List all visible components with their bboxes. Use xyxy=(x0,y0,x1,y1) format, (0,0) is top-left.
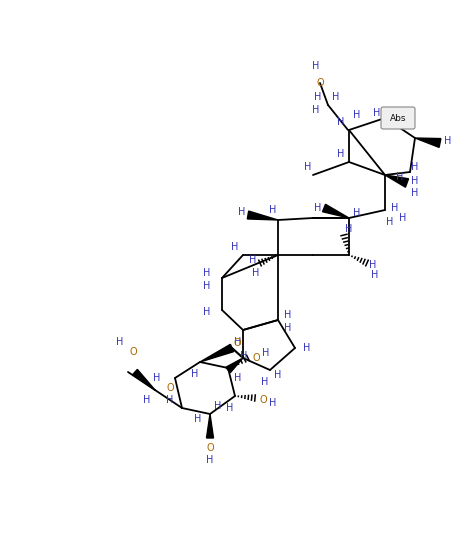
Text: H: H xyxy=(312,61,320,71)
Text: H: H xyxy=(269,205,277,215)
Text: H: H xyxy=(203,281,211,291)
Text: H: H xyxy=(238,207,246,217)
Text: H: H xyxy=(284,310,292,320)
Text: H: H xyxy=(345,224,353,234)
Text: H: H xyxy=(337,117,345,127)
Text: H: H xyxy=(234,337,242,347)
Polygon shape xyxy=(247,211,278,220)
Text: H: H xyxy=(353,110,361,120)
Polygon shape xyxy=(200,345,234,362)
Text: H: H xyxy=(143,395,151,405)
Polygon shape xyxy=(322,204,349,218)
Text: O: O xyxy=(233,338,241,348)
Polygon shape xyxy=(226,358,243,373)
Text: Abs: Abs xyxy=(390,113,406,123)
Text: H: H xyxy=(411,162,419,172)
Text: H: H xyxy=(371,270,379,280)
Text: O: O xyxy=(206,443,214,453)
Text: H: H xyxy=(226,403,234,413)
Polygon shape xyxy=(207,414,213,438)
Text: O: O xyxy=(259,395,267,405)
Text: H: H xyxy=(353,208,361,218)
Text: H: H xyxy=(304,162,312,172)
Text: H: H xyxy=(191,369,199,379)
Text: H: H xyxy=(314,92,322,102)
Text: H: H xyxy=(411,188,419,198)
Text: H: H xyxy=(391,203,399,213)
Text: H: H xyxy=(314,203,322,213)
Polygon shape xyxy=(385,175,408,187)
Text: H: H xyxy=(373,108,381,118)
Text: H: H xyxy=(252,268,260,278)
Text: O: O xyxy=(252,353,260,363)
Text: H: H xyxy=(261,377,269,387)
Text: H: H xyxy=(269,398,277,408)
Text: H: H xyxy=(337,149,345,159)
Text: H: H xyxy=(195,414,202,424)
Text: H: H xyxy=(207,455,214,465)
Text: H: H xyxy=(386,217,394,227)
Text: H: H xyxy=(214,401,222,411)
Polygon shape xyxy=(133,369,155,390)
Text: O: O xyxy=(316,78,324,88)
Text: H: H xyxy=(411,176,419,186)
Text: H: H xyxy=(203,268,211,278)
Text: H: H xyxy=(274,370,282,380)
Text: H: H xyxy=(234,373,242,383)
FancyBboxPatch shape xyxy=(381,107,415,129)
Text: H: H xyxy=(399,213,407,223)
Text: H: H xyxy=(116,337,124,347)
Polygon shape xyxy=(415,138,441,148)
Text: O: O xyxy=(166,383,174,393)
Text: O: O xyxy=(129,347,137,357)
Text: H: H xyxy=(332,92,340,102)
Text: H: H xyxy=(304,343,310,353)
Text: H: H xyxy=(231,242,239,252)
Text: H: H xyxy=(262,348,270,358)
Text: H: H xyxy=(203,307,211,317)
Text: H: H xyxy=(312,105,320,115)
Text: H: H xyxy=(153,373,161,383)
Text: H: H xyxy=(166,395,174,405)
Text: H: H xyxy=(284,323,292,333)
Text: H: H xyxy=(396,172,404,182)
Text: H: H xyxy=(249,255,257,265)
Text: H: H xyxy=(240,351,248,361)
Text: H: H xyxy=(444,136,452,146)
Text: H: H xyxy=(369,260,377,270)
